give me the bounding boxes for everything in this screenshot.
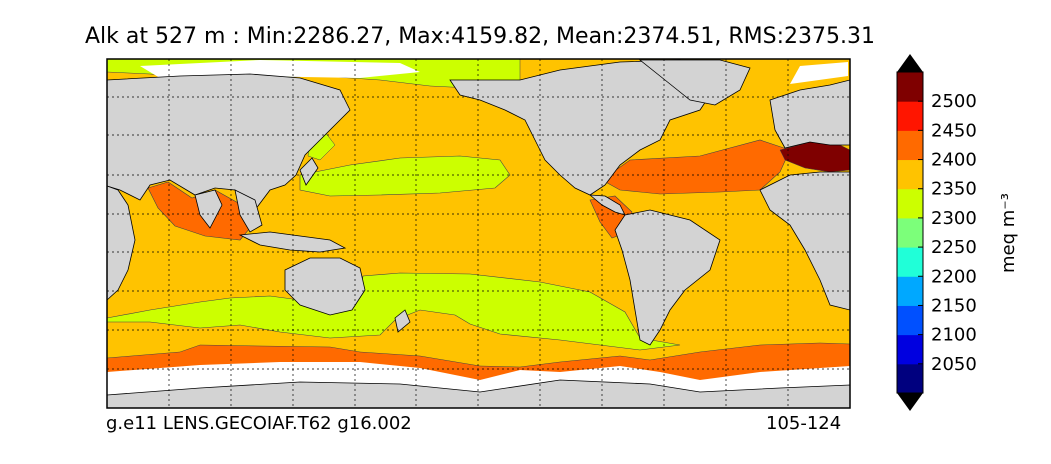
new-zealand: [394, 309, 411, 333]
arctic-ice: [140, 60, 420, 78]
case-name-label: g.e11 LENS.GECOIAF.T62 g16.002: [106, 413, 412, 434]
colorbar-swatch: [897, 159, 923, 190]
greenland: [638, 59, 751, 106]
gridlines: [107, 59, 850, 408]
colorbar-swatch: [897, 188, 923, 219]
colorbar-unit-label: meq m⁻³: [998, 193, 1019, 273]
colorbar-swatch: [897, 217, 923, 248]
colorbar-swatch: [897, 276, 923, 306]
india: [194, 189, 223, 229]
map-frame: [106, 58, 851, 409]
colorbar-swatch: [897, 130, 923, 161]
australia: [284, 257, 366, 316]
barents-ice: [790, 62, 848, 84]
colorbar-tick-label: 2100: [931, 325, 977, 346]
indochina: [234, 189, 263, 233]
colorbar-tick-label: 2350: [931, 179, 977, 200]
colorbar-tick-label: 2400: [931, 150, 977, 171]
colorbar-tick-label: 2200: [931, 266, 977, 287]
colorbar-swatch: [897, 247, 923, 277]
colorbar-swatch: [897, 305, 923, 336]
north-pacific-low-alk: [299, 155, 511, 197]
colorbar-tick-label: 2250: [931, 237, 977, 258]
colorbar-tick-label: 2050: [931, 354, 977, 375]
colorbar-tick-label: 2300: [931, 208, 977, 229]
japan: [299, 157, 319, 186]
year-range-label: 105-124: [766, 413, 842, 434]
south-america: [614, 209, 721, 346]
colorbar-extend-max-arrow: [897, 54, 923, 72]
europe: [769, 79, 850, 149]
indonesia: [238, 231, 347, 253]
colorbar-tick-label: 2150: [931, 295, 977, 316]
colorbar-extend-min-arrow: [897, 393, 923, 411]
colorbar-swatch: [897, 363, 923, 394]
plot-title: Alk at 527 m : Min:2286.27, Max:4159.82,…: [84, 24, 875, 49]
colorbar-swatch: [897, 101, 923, 131]
colorbar: 2050 2100 2150 2200 2250 2300 2350 2400 2450 2500: [896, 54, 977, 411]
africa-west: [759, 171, 850, 311]
eurasia-west: [107, 73, 351, 211]
colorbar-tick-label: 2500: [931, 91, 977, 112]
ocean-field: [107, 59, 850, 408]
colorbar-swatch: [897, 334, 923, 365]
colorbar-tick-label: 2450: [931, 120, 977, 141]
colorbar-frame: [896, 71, 924, 394]
colorbar-swatch: [897, 72, 923, 102]
africa-east-edge: [107, 185, 136, 301]
